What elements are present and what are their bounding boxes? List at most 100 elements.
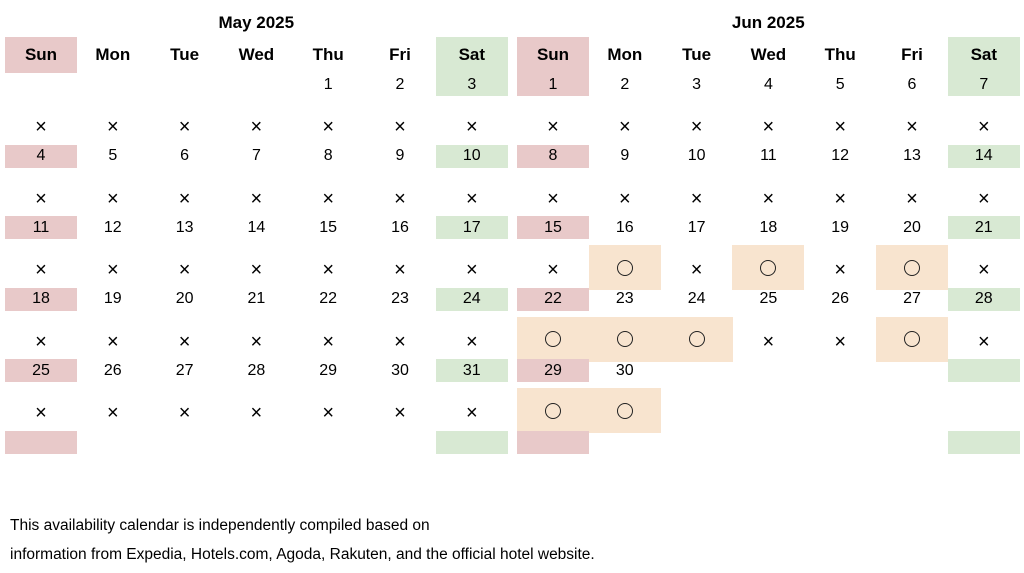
day-cell[interactable]: 11 [760,147,777,164]
unavailable-mark: × [322,402,335,424]
day-cell [149,431,221,454]
day-cell[interactable]: 6 [180,147,190,164]
day-cell[interactable]: 2 [395,75,405,93]
day-cell[interactable]: 27 [903,290,921,307]
unavailable-mark: × [322,259,335,281]
day-cell[interactable]: 11 [5,216,77,239]
day-cell[interactable]: 29 [319,361,338,379]
day-cell[interactable]: 10 [435,144,508,168]
day-cell[interactable]: 13 [175,218,194,236]
circle-icon [904,331,920,347]
day-cell[interactable]: 8 [323,147,333,164]
day-cell[interactable]: 7 [251,147,261,164]
unavailable-mark: × [977,259,990,281]
day-cell[interactable]: 8 [517,144,589,168]
day-cell[interactable]: 30 [615,361,634,379]
day-cell[interactable]: 5 [835,75,845,93]
disclaimer-line-1: This availability calendar is independen… [10,517,430,534]
day-cell[interactable]: 23 [615,290,634,307]
day-cell[interactable]: 12 [831,147,850,164]
unavailable-mark: × [465,402,478,424]
available-slot[interactable] [588,245,661,290]
available-slot[interactable] [588,388,661,433]
unavailable-mark: × [690,259,703,281]
unavailable-mark: × [322,330,335,353]
day-cell[interactable]: 26 [831,290,850,307]
day-cell[interactable]: 1 [323,75,333,93]
day-cell[interactable]: 24 [435,287,508,311]
day-cell [292,431,364,454]
unavailable-mark: × [178,259,191,281]
day-cell[interactable]: 20 [903,218,921,236]
day-cell[interactable]: 27 [175,361,194,379]
weekday-header: Tue [170,45,200,64]
day-cell[interactable]: 19 [831,218,850,236]
day-cell [804,359,876,382]
unavailable-mark: × [394,187,406,210]
day-cell[interactable]: 21 [247,290,266,307]
available-slot[interactable] [660,316,733,362]
day-cell[interactable]: 19 [103,290,122,307]
day-cell [220,431,292,454]
unavailable-mark: × [465,116,478,138]
available-slot[interactable] [517,388,589,433]
day-cell[interactable]: 10 [687,147,706,164]
day-cell[interactable]: 3 [692,75,702,93]
day-cell[interactable]: 15 [319,218,338,236]
day-cell[interactable]: 26 [103,361,122,379]
day-cell[interactable]: 25 [5,359,77,382]
day-cell[interactable]: 23 [391,290,409,307]
circle-icon [688,331,705,347]
day-cell [77,431,149,454]
weekday-header: Wed [750,45,787,64]
day-cell[interactable]: 12 [103,218,122,236]
available-slot[interactable] [876,245,948,290]
unavailable-mark: × [250,330,263,353]
day-cell[interactable]: 15 [517,216,589,239]
day-cell[interactable]: 9 [620,147,630,164]
day-cell[interactable]: 21 [947,216,1020,239]
day-cell[interactable]: 30 [391,361,409,379]
day-cell[interactable]: 3 [435,73,508,96]
day-cell[interactable]: 18 [759,218,778,236]
day-cell[interactable]: 18 [5,287,77,311]
day-cell[interactable]: 13 [903,147,921,164]
day-cell[interactable]: 16 [615,218,634,236]
available-slot[interactable] [732,245,805,290]
day-cell[interactable]: 20 [175,290,194,307]
month-title: Jun 2025 [731,13,805,32]
day-cell[interactable]: 22 [319,290,338,307]
weekday-header: Thu [312,45,344,64]
day-cell[interactable]: 29 [517,359,589,382]
day-cell[interactable]: 22 [517,287,589,311]
day-cell[interactable]: 28 [247,361,266,379]
day-cell[interactable]: 6 [907,75,917,93]
weekday-header: Wed [238,45,275,64]
available-slot[interactable] [876,316,948,362]
day-cell[interactable]: 28 [947,287,1020,311]
day-cell [876,431,948,454]
day-cell[interactable]: 31 [435,359,508,382]
unavailable-mark: × [547,259,559,281]
available-slot[interactable] [517,316,589,362]
day-cell[interactable]: 17 [687,218,706,236]
day-cell[interactable]: 7 [947,73,1020,96]
circle-icon [616,331,633,347]
day-cell[interactable]: 4 [763,75,773,93]
unavailable-mark: × [762,116,775,138]
day-cell[interactable]: 14 [247,218,266,236]
day-cell [5,73,77,96]
day-cell[interactable]: 24 [687,290,706,307]
day-cell[interactable]: 9 [395,147,405,164]
day-cell[interactable]: 14 [947,144,1020,168]
day-cell[interactable]: 17 [435,216,508,239]
day-cell[interactable]: 5 [108,147,118,164]
day-cell[interactable]: 25 [759,290,778,307]
day-cell[interactable]: 2 [620,75,630,93]
available-slot[interactable] [588,316,661,362]
day-cell[interactable]: 16 [391,218,409,236]
day-cell[interactable]: 4 [5,144,77,168]
unavailable-mark: × [178,116,191,138]
day-cell[interactable]: 1 [517,73,589,96]
unavailable-mark: × [977,330,990,353]
